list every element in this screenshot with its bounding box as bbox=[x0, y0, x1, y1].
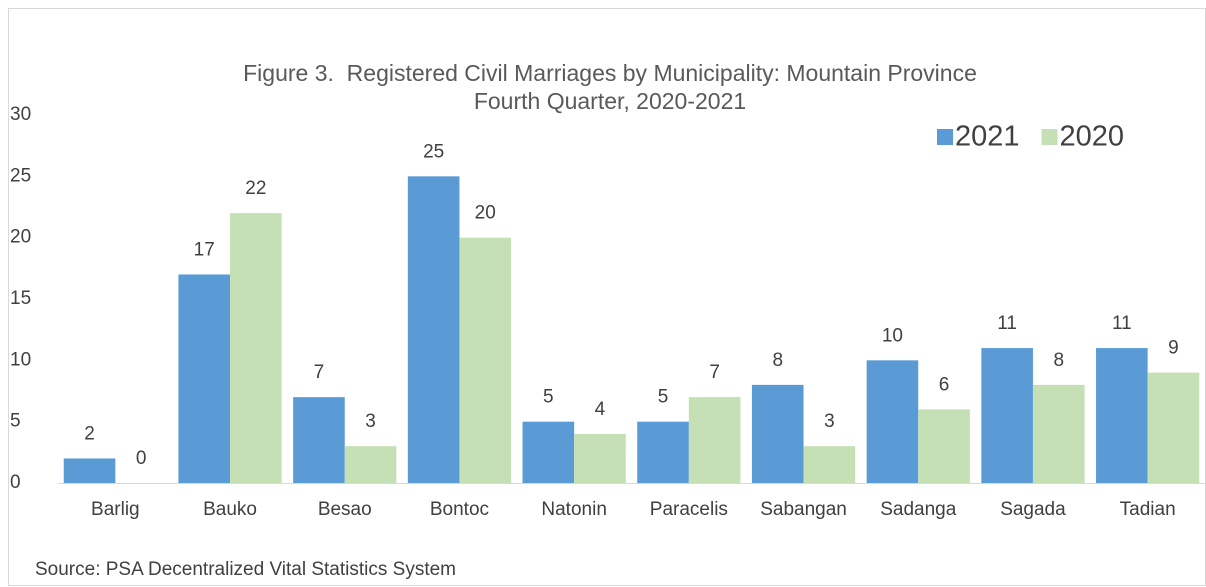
bar bbox=[637, 421, 689, 483]
data-label: 9 bbox=[1168, 338, 1179, 359]
data-label: 0 bbox=[136, 448, 147, 469]
data-label: 2 bbox=[84, 423, 95, 444]
x-tick-label: Paracelis bbox=[650, 499, 728, 520]
bar bbox=[1032, 384, 1085, 483]
y-tick-label: 15 bbox=[10, 288, 31, 309]
data-label: 11 bbox=[1112, 313, 1132, 334]
source-note: Source: PSA Decentralized Vital Statisti… bbox=[35, 559, 456, 580]
bar bbox=[751, 384, 804, 483]
data-label: 5 bbox=[658, 387, 669, 408]
data-label: 10 bbox=[882, 325, 903, 346]
bar bbox=[918, 409, 970, 483]
bar bbox=[344, 446, 397, 483]
y-tick-label: 30 bbox=[10, 104, 31, 125]
y-tick-label: 25 bbox=[10, 165, 31, 186]
data-label: 7 bbox=[709, 362, 720, 383]
bar bbox=[866, 360, 919, 483]
x-tick-label: Bontoc bbox=[430, 499, 489, 520]
data-label: 11 bbox=[997, 313, 1017, 334]
data-label: 22 bbox=[245, 178, 266, 199]
x-tick-label: Sagada bbox=[1000, 499, 1066, 520]
bar bbox=[178, 274, 231, 483]
data-label: 5 bbox=[543, 387, 554, 408]
data-label: 6 bbox=[939, 374, 950, 395]
bar bbox=[1147, 372, 1200, 483]
bar bbox=[1096, 348, 1148, 483]
legend-label: 2021 bbox=[955, 121, 1020, 153]
y-tick-label: 0 bbox=[10, 472, 21, 493]
bar bbox=[522, 421, 575, 483]
x-tick-label: Sabangan bbox=[760, 499, 847, 520]
bar bbox=[459, 237, 512, 483]
data-label: 3 bbox=[365, 411, 376, 432]
y-tick-label: 10 bbox=[10, 349, 31, 370]
chart-title: Figure 3. Registered Civil Marriages by … bbox=[243, 60, 977, 86]
bar bbox=[230, 213, 282, 483]
bar bbox=[574, 433, 626, 483]
y-tick-label: 20 bbox=[10, 227, 31, 248]
bar bbox=[803, 446, 856, 483]
legend-swatch bbox=[937, 129, 953, 145]
x-tick-label: Besao bbox=[318, 499, 372, 520]
x-tick-label: Sadanga bbox=[880, 499, 957, 520]
x-tick-label: Natonin bbox=[541, 499, 607, 520]
data-label: 8 bbox=[772, 350, 783, 371]
data-label: 25 bbox=[423, 141, 444, 162]
chart-subtitle: Fourth Quarter, 2020-2021 bbox=[474, 88, 746, 114]
bar bbox=[63, 458, 116, 483]
data-label: 3 bbox=[824, 411, 835, 432]
x-tick-label: Bauko bbox=[203, 499, 257, 520]
data-label: 17 bbox=[194, 239, 215, 260]
bar bbox=[981, 348, 1033, 483]
x-tick-label: Tadian bbox=[1120, 499, 1176, 520]
data-label: 7 bbox=[314, 362, 325, 383]
bar bbox=[688, 397, 741, 483]
data-label: 4 bbox=[595, 399, 606, 420]
data-label: 20 bbox=[475, 203, 496, 224]
bar bbox=[407, 176, 460, 484]
data-label: 8 bbox=[1053, 350, 1064, 371]
legend-label: 2020 bbox=[1060, 121, 1125, 153]
y-tick-label: 5 bbox=[10, 411, 21, 432]
legend-swatch bbox=[1041, 129, 1058, 145]
x-tick-label: Barlig bbox=[91, 499, 140, 520]
bar bbox=[293, 397, 345, 483]
